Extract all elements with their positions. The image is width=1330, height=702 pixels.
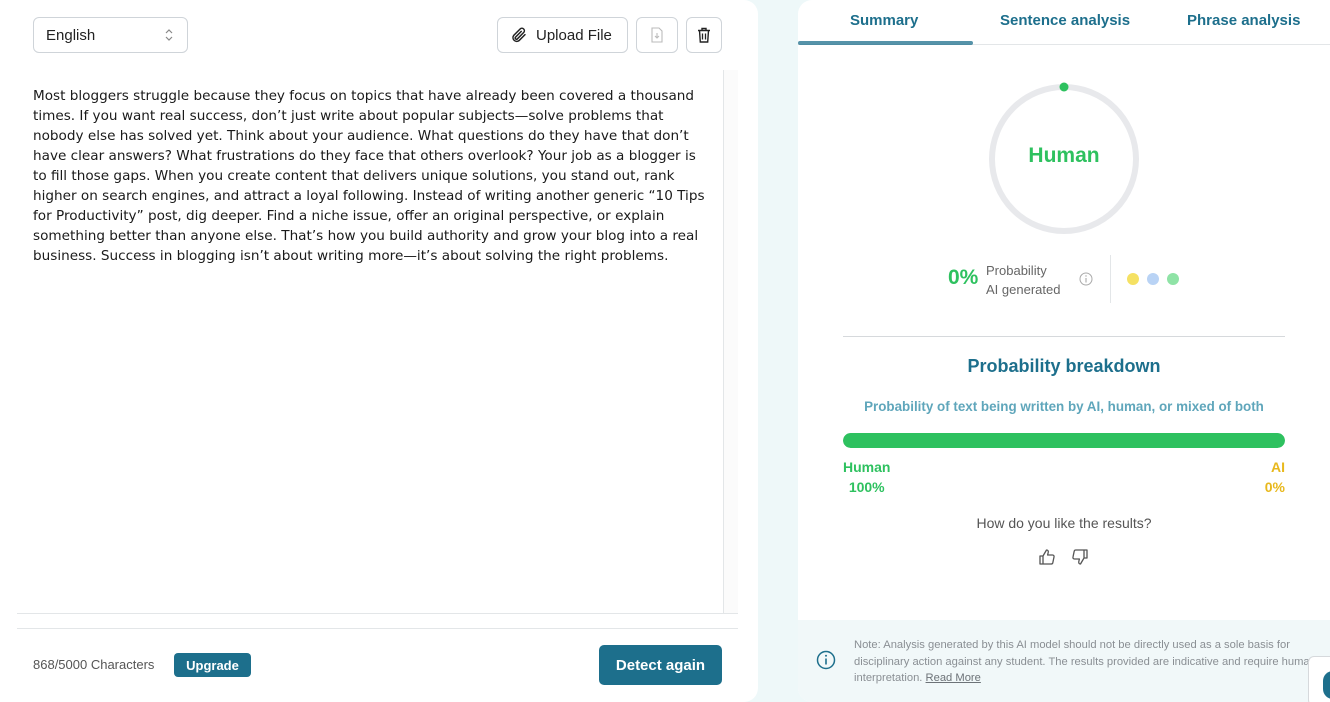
legend-dot-ai bbox=[1127, 273, 1139, 285]
breakdown-subtitle: Probability of text being written by AI,… bbox=[864, 399, 1264, 414]
editor-footer-divider bbox=[17, 628, 738, 629]
probability-label-line2: AI generated bbox=[986, 282, 1061, 297]
human-value: 100% bbox=[848, 479, 885, 495]
disclaimer-text: Note: Analysis generated by this AI mode… bbox=[854, 637, 1324, 687]
thumbs-down-icon[interactable] bbox=[1071, 548, 1089, 566]
editor-scrollbar[interactable] bbox=[723, 70, 738, 613]
disclaimer-note: Note: Analysis generated by this AI mode… bbox=[798, 620, 1330, 702]
thumbs-up-icon[interactable] bbox=[1038, 548, 1056, 566]
upgrade-button[interactable]: Upgrade bbox=[174, 653, 251, 677]
trash-icon bbox=[698, 27, 710, 43]
probability-bar bbox=[843, 433, 1285, 448]
probability-bar-human-fill bbox=[843, 433, 1285, 448]
active-tab-indicator bbox=[798, 41, 973, 45]
read-more-link[interactable]: Read More bbox=[925, 672, 981, 684]
text-editor-frame bbox=[17, 70, 738, 614]
ai-probability-value: 0% bbox=[948, 266, 979, 289]
human-result: Human 100% bbox=[843, 459, 890, 495]
upload-file-button[interactable]: Upload File bbox=[497, 17, 628, 53]
text-editor[interactable]: Most bloggers struggle because they focu… bbox=[33, 88, 705, 264]
editor-panel: English Upload File Most bloggers strugg… bbox=[0, 0, 758, 702]
tab-phrase-analysis[interactable]: Phrase analysis bbox=[1187, 12, 1301, 29]
document-download-icon bbox=[651, 27, 663, 43]
info-icon[interactable] bbox=[1079, 272, 1093, 286]
tab-sentence-analysis[interactable]: Sentence analysis bbox=[1000, 12, 1131, 29]
download-report-button[interactable] bbox=[636, 17, 678, 53]
section-divider bbox=[843, 336, 1285, 337]
language-value: English bbox=[46, 26, 96, 44]
gauge-marker bbox=[1059, 82, 1069, 92]
disclaimer-body: Note: Analysis generated by this AI mode… bbox=[854, 639, 1316, 684]
detect-again-button[interactable]: Detect again bbox=[599, 645, 722, 685]
feedback-question: How do you like the results? bbox=[976, 515, 1152, 531]
character-count: 868/5000 Characters bbox=[33, 657, 155, 672]
clear-text-button[interactable] bbox=[686, 17, 722, 53]
ai-label: AI bbox=[1271, 459, 1285, 475]
human-label: Human bbox=[843, 459, 891, 475]
legend-dot-human bbox=[1167, 273, 1179, 285]
chat-widget-icon bbox=[1323, 671, 1330, 699]
language-select[interactable]: English bbox=[33, 17, 188, 53]
info-circle-icon bbox=[816, 650, 836, 670]
tab-summary[interactable]: Summary bbox=[850, 12, 919, 29]
breakdown-title: Probability breakdown bbox=[967, 356, 1161, 376]
summary-divider bbox=[1110, 255, 1111, 303]
probability-label-line1: Probability bbox=[986, 263, 1047, 278]
ai-probability-label: Probability AI generated bbox=[986, 261, 1060, 299]
verdict-label: Human bbox=[1028, 144, 1100, 167]
ai-result: AI 0% bbox=[1265, 459, 1285, 495]
results-panel: Summary Sentence analysis Phrase analysi… bbox=[798, 0, 1330, 702]
upload-file-label: Upload File bbox=[536, 26, 612, 44]
chat-widget-button[interactable] bbox=[1308, 656, 1330, 702]
legend-dot-mixed bbox=[1147, 273, 1159, 285]
paperclip-icon bbox=[512, 27, 526, 43]
chevron-updown-icon bbox=[165, 29, 173, 41]
ai-probability-gauge bbox=[989, 82, 1139, 234]
ai-value: 0% bbox=[1264, 479, 1285, 495]
results-tabs: Summary Sentence analysis Phrase analysi… bbox=[798, 0, 1330, 45]
